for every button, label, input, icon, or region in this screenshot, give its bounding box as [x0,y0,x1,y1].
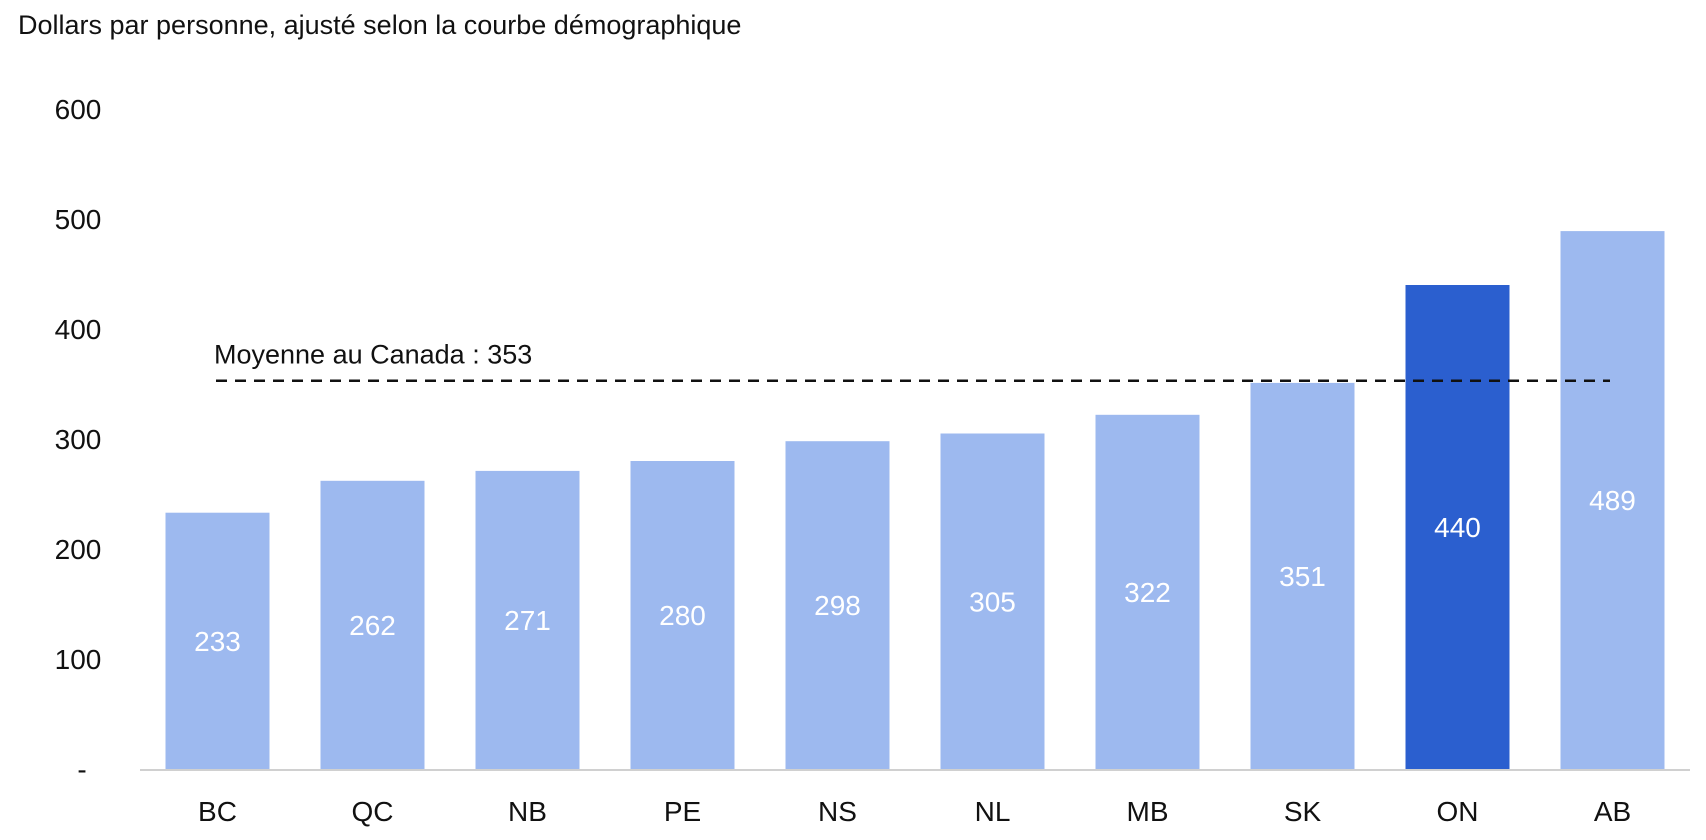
x-tick-label-mb: MB [1127,796,1169,827]
data-label-bc: 233 [194,626,241,657]
bar-mb [1095,414,1200,769]
x-tick-label-pe: PE [664,796,701,827]
data-label-mb: 322 [1124,577,1171,608]
y-axis-ticks: - 100 200 300 400 500 600 [55,94,102,785]
bar-ns [785,441,890,769]
bar-pe [630,461,735,769]
x-tick-label-nl: NL [975,796,1011,827]
x-tick-label-bc: BC [198,796,237,827]
y-tick-label: - [77,754,86,785]
reference-line-group: Moyenne au Canada : 353 [214,340,1610,382]
data-label-on: 440 [1434,512,1481,543]
bar-ab [1560,231,1665,770]
bar-bc [165,512,270,769]
value-labels: 233 262 271 280 298 305 322 351 440 489 [194,485,1636,657]
bars [165,231,1665,770]
data-label-qc: 262 [349,610,396,641]
x-tick-label-ab: AB [1594,796,1631,827]
x-axis-labels: BC QC NB PE NS NL MB SK ON AB [198,796,1631,827]
data-label-sk: 351 [1279,561,1326,592]
y-tick-label: 300 [55,424,102,455]
x-tick-label-qc: QC [352,796,394,827]
y-tick-label: 600 [55,94,102,125]
data-label-ns: 298 [814,590,861,621]
y-tick-label: 200 [55,534,102,565]
average-reference-label: Moyenne au Canada : 353 [214,340,532,370]
bar-on [1405,285,1510,769]
data-label-ab: 489 [1589,485,1636,516]
y-tick-label: 400 [55,314,102,345]
x-tick-label-ns: NS [818,796,857,827]
bar-nl [940,433,1045,769]
y-tick-label: 500 [55,204,102,235]
chart-title: Dollars par personne, ajusté selon la co… [18,10,742,40]
x-tick-label-nb: NB [508,796,547,827]
bar-sk [1250,382,1355,769]
x-tick-label-on: ON [1437,796,1479,827]
bar-qc [320,480,425,769]
data-label-pe: 280 [659,600,706,631]
x-tick-label-sk: SK [1284,796,1322,827]
data-label-nl: 305 [969,586,1016,617]
bar-nb [475,470,580,769]
data-label-nb: 271 [504,605,551,636]
y-tick-label: 100 [55,644,102,675]
